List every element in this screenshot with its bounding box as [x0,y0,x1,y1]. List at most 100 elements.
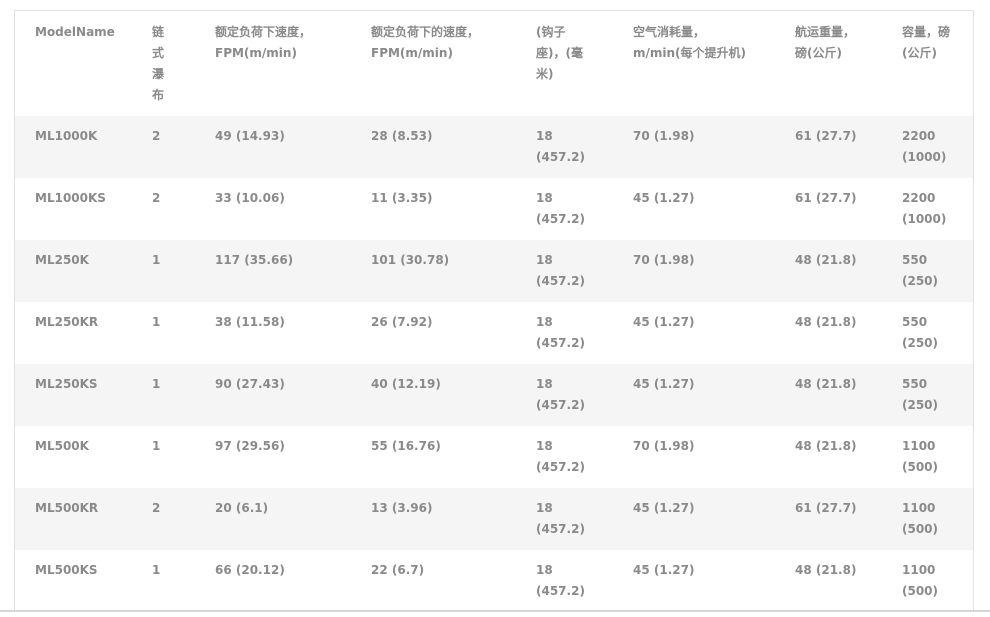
cell-text: ML500K [35,439,89,453]
cell-text: 2 [152,191,161,205]
table-body: ML1000K 2 49 (14.93) 28 (8.53) 18 (457.2) 70 (… [15,116,973,612]
cell-text: 70 (1.98) [633,439,695,453]
cell-model-name: ML500KR [15,488,132,550]
cell-shipping-weight: 61 (27.7) [775,178,882,240]
cell-text: 1 [152,253,161,267]
cell-model-name: ML1000KS [15,178,132,240]
cell-text: 18 [536,253,553,267]
cell-text: 1100 [902,563,936,577]
cell-text: 45 (1.27) [633,563,695,577]
cell-text: 45 (1.27) [633,501,695,515]
header-text: 布 [152,88,165,102]
column-header-capacity: 容量，磅 (公斤) [882,11,973,116]
cell-air-consumption: 70 (1.98) [613,240,775,302]
cell-hook-height: 18 (457.2) [516,240,613,302]
cell-text: 48 (21.8) [795,563,857,577]
cell-speed-rated-load: 97 (29.56) [195,426,351,488]
table-row: ML500KS 1 66 (20.12) 22 (6.7) 18 (457.2) 45 (1… [15,550,973,612]
cell-text: 18 [536,315,553,329]
cell-text: 550 [902,377,928,391]
cell-hook-height: 18 (457.2) [516,116,613,178]
cell-text: 70 (1.98) [633,129,695,143]
cell-text: ML250KS [35,377,98,391]
cell-air-consumption: 45 (1.27) [613,178,775,240]
column-header-speed-under-rated-load: 额定负荷下的速度， FPM(m/min) [351,11,516,116]
column-header-hook-height: (钩子 座)，(毫 米) [516,11,613,116]
cell-text: ML1000KS [35,191,106,205]
cell-hook-height: 18 (457.2) [516,178,613,240]
cell-text: 28 (8.53) [371,129,433,143]
cell-air-consumption: 45 (1.27) [613,488,775,550]
cell-shipping-weight: 61 (27.7) [775,116,882,178]
cell-text: 61 (27.7) [795,129,857,143]
cell-capacity: 550 (250) [882,364,973,426]
cell-air-consumption: 45 (1.27) [613,364,775,426]
cell-model-name: ML250K [15,240,132,302]
cell-text: (250) [902,398,939,412]
cell-text: 1100 [902,501,936,515]
cell-text: 18 [536,191,553,205]
cell-text: 45 (1.27) [633,315,695,329]
cell-model-name: ML500KS [15,550,132,612]
cell-text: (500) [902,584,939,598]
table-row: ML500KR 2 20 (6.1) 13 (3.96) 18 (457.2) 45 (1.… [15,488,973,550]
cell-capacity: 550 (250) [882,240,973,302]
cell-text: 11 (3.35) [371,191,433,205]
cell-text: (457.2) [536,150,585,164]
cell-text: (1000) [902,212,947,226]
cell-text: 18 [536,439,553,453]
cell-capacity: 550 (250) [882,302,973,364]
cell-text: 26 (7.92) [371,315,433,329]
header-text: (公斤) [902,46,937,60]
cell-text: 550 [902,315,928,329]
cell-text: 18 [536,563,553,577]
cell-text: 33 (10.06) [215,191,285,205]
cell-text: 2 [152,501,161,515]
cell-speed-rated-load: 66 (20.12) [195,550,351,612]
cell-text: (457.2) [536,460,585,474]
cell-text: 101 (30.78) [371,253,450,267]
cell-air-consumption: 70 (1.98) [613,116,775,178]
column-header-air-consumption: 空气消耗量， m/min(每个提升机) [613,11,775,116]
cell-shipping-weight: 48 (21.8) [775,426,882,488]
table-row: ML1000K 2 49 (14.93) 28 (8.53) 18 (457.2) 70 (… [15,116,973,178]
cell-text: 1100 [902,439,936,453]
cell-text: 18 [536,129,553,143]
cell-air-consumption: 70 (1.98) [613,426,775,488]
table-row: ML1000KS 2 33 (10.06) 11 (3.35) 18 (457.2) 45 … [15,178,973,240]
cell-chain-fall: 2 [132,488,195,550]
header-text: 额定负荷下速度， [215,25,312,39]
cell-text: 97 (29.56) [215,439,285,453]
cell-text: 40 (12.19) [371,377,441,391]
cell-text: (457.2) [536,584,585,598]
cell-speed-rated-load: 20 (6.1) [195,488,351,550]
header-text: 容量，磅 [902,25,951,39]
header-text: 瀑 [152,67,165,81]
cell-chain-fall: 1 [132,240,195,302]
cell-air-consumption: 45 (1.27) [613,302,775,364]
column-header-speed-rated-load: 额定负荷下速度， FPM(m/min) [195,11,351,116]
cell-text: 550 [902,253,928,267]
cell-capacity: 2200 (1000) [882,116,973,178]
cell-shipping-weight: 48 (21.8) [775,550,882,612]
cell-text: (457.2) [536,398,585,412]
cell-text: 61 (27.7) [795,501,857,515]
cell-text: (500) [902,522,939,536]
header-text: (钩子 [536,25,566,39]
cell-speed-rated-load: 38 (11.58) [195,302,351,364]
cell-text: ML250K [35,253,89,267]
column-header-chain-fall: 链式瀑布 [132,11,195,116]
cell-shipping-weight: 61 (27.7) [775,488,882,550]
cell-text: 48 (21.8) [795,439,857,453]
cell-text: 20 (6.1) [215,501,269,515]
cell-hook-height: 18 (457.2) [516,550,613,612]
column-header-shipping-weight: 航运重量， 磅(公斤) [775,11,882,116]
header-text: FPM(m/min) [371,46,453,60]
cell-speed-under-rated-load: 40 (12.19) [351,364,516,426]
cell-capacity: 1100 (500) [882,488,973,550]
cell-text: 117 (35.66) [215,253,294,267]
cell-chain-fall: 1 [132,364,195,426]
cell-chain-fall: 1 [132,302,195,364]
cell-text: 2200 [902,191,936,205]
cell-speed-under-rated-load: 101 (30.78) [351,240,516,302]
